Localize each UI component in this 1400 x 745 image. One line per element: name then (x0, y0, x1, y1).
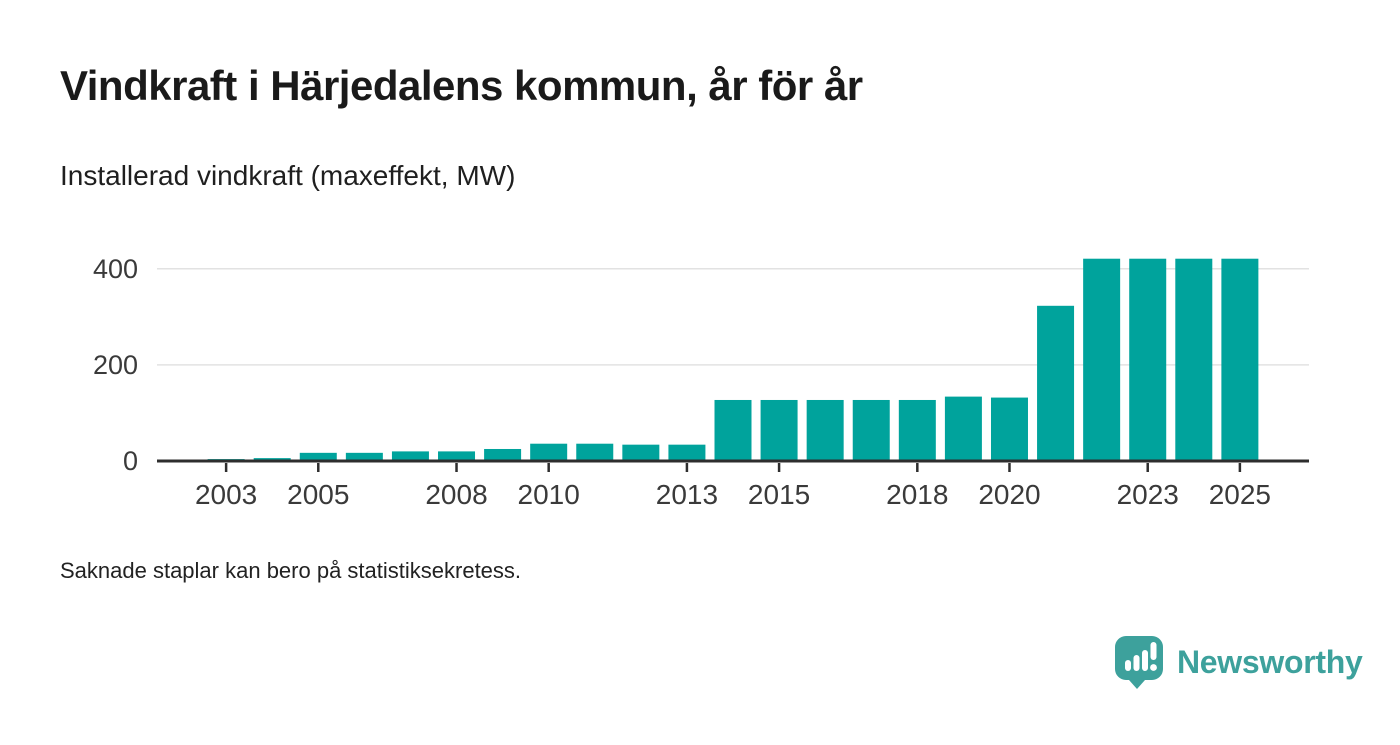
bar-2010 (530, 443, 568, 461)
bar-2011 (576, 443, 614, 461)
y-axis-label-200: 200 (93, 350, 138, 380)
bar-2015 (760, 399, 798, 461)
exclamation-bar (1150, 642, 1157, 660)
x-axis-label-2020: 2020 (978, 479, 1040, 510)
bar-2024 (1175, 258, 1213, 461)
bar-2007 (391, 451, 429, 461)
bar-2023 (1129, 258, 1167, 461)
bar-2013 (668, 444, 706, 461)
bar-2006 (345, 452, 383, 461)
bar-2008 (438, 451, 476, 461)
brand-name: Newsworthy (1177, 643, 1363, 680)
bar-2025 (1221, 258, 1259, 461)
chart-title: Vindkraft i Härjedalens kommun, år för å… (60, 62, 863, 109)
bar-2009 (484, 448, 522, 461)
newsworthy-logo-icon (1115, 636, 1163, 689)
x-axis-label-2023: 2023 (1117, 479, 1179, 510)
mini-bar-3 (1142, 650, 1148, 671)
x-axis-label-2013: 2013 (656, 479, 718, 510)
x-axis-label-2010: 2010 (518, 479, 580, 510)
y-axis-label-400: 400 (93, 254, 138, 284)
bar-2012 (622, 444, 660, 461)
bar-2016 (806, 399, 844, 461)
bar-2020 (990, 397, 1028, 461)
bar-2022 (1083, 258, 1121, 461)
bar-2021 (1037, 305, 1075, 461)
bar-2018 (898, 399, 936, 461)
mini-bar-1 (1125, 660, 1131, 671)
chart-subtitle: Installerad vindkraft (maxeffekt, MW) (60, 160, 516, 191)
exclamation-dot (1150, 664, 1157, 671)
x-axis-label-2008: 2008 (425, 479, 487, 510)
chart-footnote: Saknade staplar kan bero på statistiksek… (60, 558, 522, 583)
x-axis-label-2018: 2018 (886, 479, 948, 510)
x-axis-label-2003: 2003 (195, 479, 257, 510)
bar-2005 (299, 452, 337, 461)
bar-2019 (944, 396, 982, 461)
bar-2014 (714, 399, 752, 461)
x-axis-label-2005: 2005 (287, 479, 349, 510)
x-axis-label-2015: 2015 (748, 479, 810, 510)
bar-2017 (852, 399, 890, 461)
y-axis-label-0: 0 (123, 446, 138, 476)
mini-bar-2 (1133, 655, 1140, 671)
x-axis-label-2025: 2025 (1209, 479, 1271, 510)
brand-footer: Newsworthy (1113, 634, 1363, 690)
